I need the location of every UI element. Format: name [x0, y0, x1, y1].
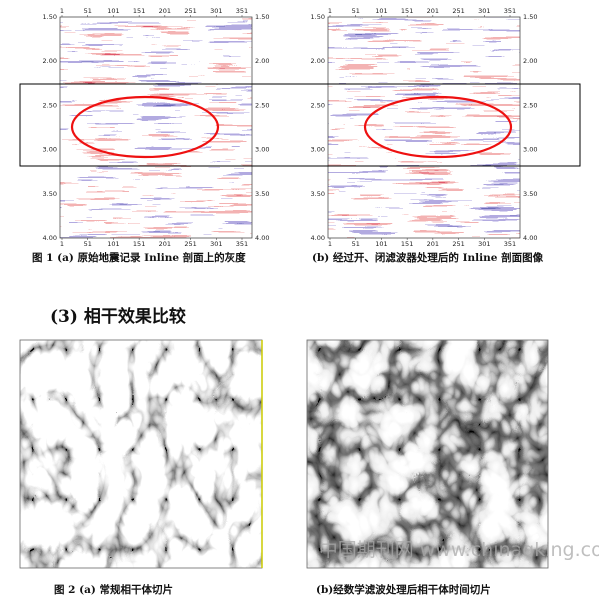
- y-tick-label: 3.00: [43, 146, 57, 154]
- y-tick-label: 3.50: [311, 190, 325, 198]
- x-tick-label: 101: [375, 240, 387, 248]
- x-tick-label: 251: [452, 240, 464, 248]
- x-tick-label: 101: [107, 240, 119, 248]
- x-tick-label: 101: [107, 7, 119, 15]
- x-tick-label: 201: [427, 7, 439, 15]
- x-tick-label: 151: [401, 7, 413, 15]
- y-tick-label: 1.50: [255, 13, 269, 21]
- x-tick-label: 151: [401, 240, 413, 248]
- watermark: 中国期刊网 www.chinaqking.com: [319, 539, 599, 561]
- x-tick-label: 301: [478, 7, 490, 15]
- x-tick-label: 351: [504, 7, 516, 15]
- coherence-slice-b: [307, 340, 548, 568]
- x-tick-label: 51: [84, 7, 92, 15]
- y-tick-label: 1.50: [311, 13, 325, 21]
- x-tick-label: 51: [352, 240, 360, 248]
- x-tick-label: 201: [159, 7, 171, 15]
- section-heading: (3) 相干效果比较: [50, 306, 186, 327]
- x-tick-label: 51: [352, 7, 360, 15]
- y-tick-label: 2.50: [523, 101, 537, 109]
- y-tick-label: 2.00: [43, 57, 57, 65]
- frame: [306, 339, 549, 569]
- y-tick-label: 2.50: [255, 101, 269, 109]
- caption: (b) 经过开、闭滤波器处理后的 Inline 剖面图像: [312, 251, 544, 264]
- x-tick-label: 351: [504, 240, 516, 248]
- y-tick-label: 2.00: [255, 57, 269, 65]
- x-tick-label: 251: [184, 7, 196, 15]
- frame: [59, 16, 253, 239]
- x-tick-label: 1: [60, 240, 64, 248]
- y-tick-label: 2.50: [43, 101, 57, 109]
- y-tick-label: 3.00: [523, 146, 537, 154]
- highlight-ellipse: [70, 95, 220, 159]
- x-tick-label: 1: [60, 7, 64, 15]
- y-tick-label: 4.00: [43, 234, 57, 242]
- x-tick-label: 201: [159, 240, 171, 248]
- highlight-box: [19, 83, 581, 167]
- x-tick-label: 301: [478, 240, 490, 248]
- x-tick-label: 301: [210, 240, 222, 248]
- coherence-slice-a: [20, 340, 262, 568]
- x-tick-label: 1: [328, 240, 332, 248]
- x-tick-label: 251: [452, 7, 464, 15]
- y-tick-label: 2.00: [523, 57, 537, 65]
- frame: [327, 16, 521, 239]
- x-tick-label: 101: [375, 7, 387, 15]
- y-tick-label: 3.00: [255, 146, 269, 154]
- seismic-section-a: [60, 17, 252, 238]
- highlight-ellipse: [363, 95, 513, 159]
- x-tick-label: 301: [210, 7, 222, 15]
- y-tick-label: 4.00: [523, 234, 537, 242]
- x-tick-label: 151: [133, 240, 145, 248]
- x-tick-label: 1: [328, 7, 332, 15]
- y-tick-label: 4.00: [255, 234, 269, 242]
- y-tick-label: 2.00: [311, 57, 325, 65]
- caption: (b)经数学滤波处理后相干体时间切片: [316, 583, 491, 596]
- seismic-section-b: [328, 17, 520, 238]
- caption: 图 2 (a) 常规相干体切片: [54, 583, 173, 596]
- x-tick-label: 351: [236, 7, 248, 15]
- x-tick-label: 201: [427, 240, 439, 248]
- x-tick-label: 151: [133, 7, 145, 15]
- y-tick-label: 3.50: [43, 190, 57, 198]
- y-tick-label: 1.50: [43, 13, 57, 21]
- y-tick-label: 3.00: [311, 146, 325, 154]
- y-tick-label: 4.00: [311, 234, 325, 242]
- x-tick-label: 51: [84, 240, 92, 248]
- y-tick-label: 1.50: [523, 13, 537, 21]
- y-tick-label: 3.50: [523, 190, 537, 198]
- y-tick-label: 3.50: [255, 190, 269, 198]
- x-tick-label: 251: [184, 240, 196, 248]
- x-tick-label: 351: [236, 240, 248, 248]
- y-tick-label: 2.50: [311, 101, 325, 109]
- caption: 图 1 (a) 原始地震记录 Inline 剖面上的灰度: [32, 251, 246, 264]
